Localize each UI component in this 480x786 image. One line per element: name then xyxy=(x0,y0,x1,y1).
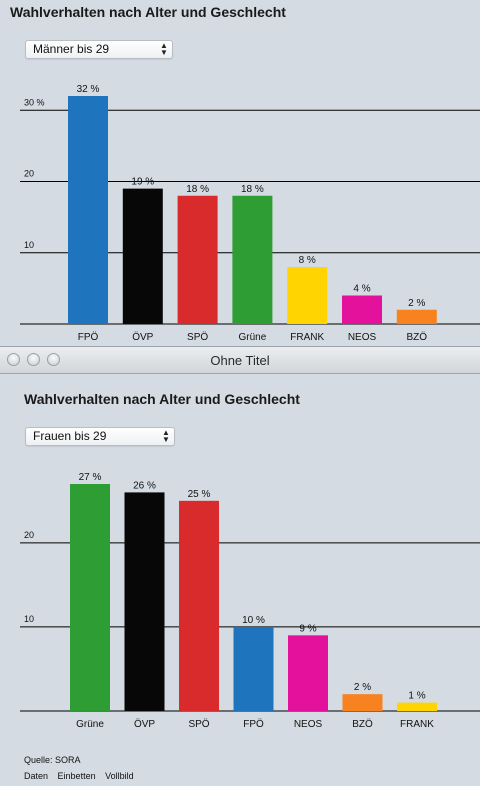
data-label: 2 % xyxy=(354,682,371,693)
chart-title: Wahlverhalten nach Alter und Geschlecht xyxy=(24,391,300,407)
bar xyxy=(342,694,383,711)
y-tick-label: 10 xyxy=(24,614,34,624)
data-label: 2 % xyxy=(408,298,425,309)
bar xyxy=(177,195,218,324)
x-tick-label: FRANK xyxy=(290,332,324,343)
x-tick-label: Grüne xyxy=(76,719,104,730)
select-arrows-icon: ▲ ▼ xyxy=(160,41,168,57)
x-tick-label: SPÖ xyxy=(187,331,208,343)
demographic-select[interactable]: Frauen bis 29 ▲ ▼ xyxy=(25,427,175,446)
embed-link[interactable]: Einbetten xyxy=(57,771,96,781)
x-tick-label: ÖVP xyxy=(132,331,153,343)
y-tick-label: 10 xyxy=(24,240,34,250)
bar xyxy=(122,188,163,324)
bar-chart-top: 10 20 30 % 32 % FPÖ 19 % ÖVP 18 % SPÖ 18 % Grüne 8 … xyxy=(20,84,480,343)
x-tick-label: ÖVP xyxy=(134,718,155,730)
bar xyxy=(397,702,437,711)
x-tick-label: FPÖ xyxy=(78,331,99,343)
y-tick-label: 20 xyxy=(24,169,34,179)
bar xyxy=(233,626,274,711)
select-arrows-icon: ▲ ▼ xyxy=(162,428,170,444)
window-close-button[interactable] xyxy=(7,353,20,366)
x-tick-label: BZÖ xyxy=(407,331,428,343)
bar xyxy=(70,484,110,711)
window-zoom-button[interactable] xyxy=(47,353,60,366)
x-tick-label: BZÖ xyxy=(352,718,373,730)
window-titlebar: Ohne Titel xyxy=(0,346,480,374)
data-label: 1 % xyxy=(408,691,425,702)
x-tick-label: NEOS xyxy=(348,332,377,343)
bar xyxy=(396,309,437,324)
data-label: 8 % xyxy=(299,255,316,266)
bar xyxy=(232,195,273,324)
data-label: 18 % xyxy=(241,184,264,195)
bar xyxy=(179,500,219,711)
bar xyxy=(288,635,328,711)
data-label: 4 % xyxy=(353,284,370,295)
y-tick-label: 30 % xyxy=(24,97,45,107)
bar-chart-bottom: 10 20 27 % Grüne 26 % ÖVP 25 % SPÖ 10 % FPÖ 9 % NEO… xyxy=(20,472,480,730)
data-label: 32 % xyxy=(77,84,100,95)
chart-panel-top: Wahlverhalten nach Alter und Geschlecht … xyxy=(0,0,480,346)
bar xyxy=(342,295,382,324)
y-tick-label: 20 xyxy=(24,530,34,540)
x-tick-label: FRANK xyxy=(400,719,434,730)
data-link[interactable]: Daten xyxy=(24,771,49,781)
data-label: 10 % xyxy=(242,615,265,626)
bar xyxy=(287,267,328,324)
data-label: 25 % xyxy=(188,489,211,500)
chart-panel-bottom: Wahlverhalten nach Alter und Geschlecht … xyxy=(0,374,480,786)
window-minimize-button[interactable] xyxy=(27,353,40,366)
data-label: 26 % xyxy=(133,480,156,491)
fullscreen-link[interactable]: Vollbild xyxy=(105,771,134,781)
data-label: 9 % xyxy=(299,623,316,634)
x-tick-label: FPÖ xyxy=(243,718,264,730)
window-title: Ohne Titel xyxy=(210,353,270,368)
chart-title: Wahlverhalten nach Alter und Geschlecht xyxy=(10,4,286,20)
bar xyxy=(68,96,108,324)
footer-links: Daten Einbetten Vollbild xyxy=(24,771,141,781)
data-label: 19 % xyxy=(131,177,154,188)
data-label: 27 % xyxy=(79,472,102,483)
select-value: Männer bis 29 xyxy=(33,42,110,56)
x-tick-label: Grüne xyxy=(239,332,267,343)
x-tick-label: NEOS xyxy=(294,719,323,730)
x-tick-label: SPÖ xyxy=(188,718,209,730)
source-note: Quelle: SORA xyxy=(24,755,81,765)
bar xyxy=(124,492,165,711)
demographic-select[interactable]: Männer bis 29 ▲ ▼ xyxy=(25,40,173,59)
data-label: 18 % xyxy=(186,184,209,195)
select-value: Frauen bis 29 xyxy=(33,429,107,443)
